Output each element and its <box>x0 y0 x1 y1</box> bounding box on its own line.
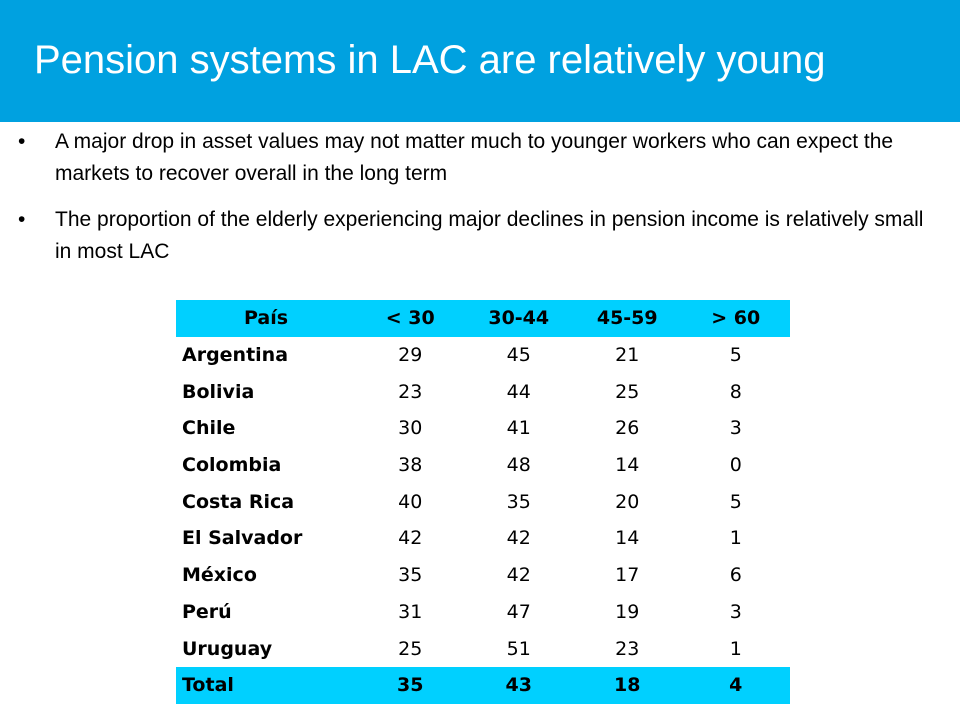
table-row: Uruguay 25 51 23 1 <box>176 630 790 667</box>
value-cell: 21 <box>615 344 640 367</box>
value-cell: 1 <box>729 637 742 660</box>
country-cell: Perú <box>182 600 232 623</box>
table-body: Argentina 29 45 21 5 Bolivia 23 44 25 8 Chile 30 41 2… <box>176 337 790 667</box>
age-distribution-table: País < 30 30-44 45-59 > 60 Argentina 29 45… <box>176 300 790 704</box>
value-cell: 38 <box>398 454 423 477</box>
country-cell: Chile <box>182 417 236 440</box>
total-cell: 18 <box>573 666 682 704</box>
value-cell: 17 <box>615 564 640 587</box>
value-cell: 30 <box>398 417 423 440</box>
value-cell: 5 <box>729 490 742 513</box>
value-cell: 5 <box>729 344 742 367</box>
value-cell: 23 <box>615 637 640 660</box>
value-cell: 35 <box>398 564 423 587</box>
value-cell: 6 <box>729 564 742 587</box>
value-cell: 45 <box>506 344 531 367</box>
slide-title: Pension systems in LAC are relatively yo… <box>34 38 826 82</box>
value-cell: 48 <box>506 454 531 477</box>
value-cell: 0 <box>729 454 742 477</box>
value-cell: 40 <box>398 490 423 513</box>
bullet-list: • A major drop in asset values may not m… <box>18 126 938 282</box>
value-cell: 20 <box>615 490 640 513</box>
value-cell: 19 <box>615 600 640 623</box>
value-cell: 41 <box>506 417 531 440</box>
total-cell: 43 <box>464 666 573 704</box>
country-cell: El Salvador <box>182 527 303 550</box>
country-cell: Bolivia <box>182 380 255 403</box>
header-country: País <box>176 300 356 337</box>
country-cell: México <box>182 564 257 587</box>
bullet-text: A major drop in asset values may not mat… <box>55 130 894 185</box>
table-row: Chile 30 41 26 3 <box>176 410 790 447</box>
value-cell: 42 <box>506 527 531 550</box>
value-cell: 23 <box>398 380 423 403</box>
value-cell: 35 <box>506 490 531 513</box>
value-cell: 8 <box>729 380 742 403</box>
title-bar: Pension systems in LAC are relatively yo… <box>0 0 960 122</box>
header-over-60: > 60 <box>681 300 790 337</box>
table-row: México 35 42 17 6 <box>176 557 790 594</box>
value-cell: 26 <box>615 417 640 440</box>
value-cell: 14 <box>615 527 640 550</box>
country-cell: Uruguay <box>182 637 273 660</box>
value-cell: 42 <box>506 564 531 587</box>
total-label: Total <box>176 666 356 704</box>
value-cell: 3 <box>729 417 742 440</box>
value-cell: 47 <box>506 600 531 623</box>
table-row: El Salvador 42 42 14 1 <box>176 520 790 557</box>
value-cell: 25 <box>615 380 640 403</box>
table-row: Costa Rica 40 35 20 5 <box>176 483 790 520</box>
total-cell: 4 <box>681 666 790 704</box>
value-cell: 29 <box>398 344 423 367</box>
bullet-item: • A major drop in asset values may not m… <box>18 126 938 190</box>
table-row: Bolivia 23 44 25 8 <box>176 373 790 410</box>
value-cell: 14 <box>615 454 640 477</box>
table-row: Colombia 38 48 14 0 <box>176 447 790 484</box>
country-cell: Argentina <box>182 344 289 367</box>
header-45-59: 45-59 <box>573 300 682 337</box>
total-row: Total 35 43 18 4 <box>176 666 790 704</box>
value-cell: 44 <box>506 380 531 403</box>
bullet-text: The proportion of the elderly experienci… <box>55 208 924 263</box>
country-cell: Colombia <box>182 454 282 477</box>
bullet-item: • The proportion of the elderly experien… <box>18 204 938 268</box>
value-cell: 1 <box>729 527 742 550</box>
bullet-icon: • <box>18 208 26 231</box>
value-cell: 3 <box>729 600 742 623</box>
table-row: Perú 31 47 19 3 <box>176 594 790 631</box>
header-under-30: < 30 <box>356 300 465 337</box>
total-cell: 35 <box>356 666 465 704</box>
header-30-44: 30-44 <box>464 300 573 337</box>
value-cell: 25 <box>398 637 423 660</box>
table-header-row: País < 30 30-44 45-59 > 60 <box>176 300 790 337</box>
country-cell: Costa Rica <box>182 490 295 513</box>
value-cell: 31 <box>398 600 423 623</box>
value-cell: 42 <box>398 527 423 550</box>
table-row: Argentina 29 45 21 5 <box>176 337 790 374</box>
value-cell: 51 <box>506 637 531 660</box>
bullet-icon: • <box>18 130 26 153</box>
